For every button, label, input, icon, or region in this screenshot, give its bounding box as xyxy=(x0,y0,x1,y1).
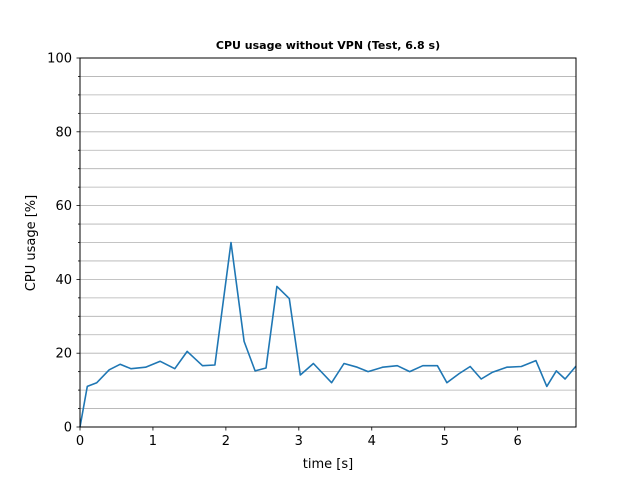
x-tick-label: 3 xyxy=(295,434,303,449)
y-axis: 0 20 40 60 80 100 xyxy=(47,52,80,436)
y-tick-label: 60 xyxy=(55,199,72,214)
x-tick-label: 1 xyxy=(149,434,157,449)
y-tick-label: 80 xyxy=(55,125,72,140)
x-tick-label: 0 xyxy=(76,434,84,449)
y-axis-label: CPU usage [%] xyxy=(24,195,39,291)
y-tick-label: 0 xyxy=(64,421,72,436)
series-line xyxy=(79,241,577,428)
plot-area xyxy=(79,241,577,428)
y-tick-label: 20 xyxy=(55,347,72,362)
x-tick-label: 5 xyxy=(441,434,449,449)
x-tick-label: 6 xyxy=(514,434,522,449)
x-axis-label: time [s] xyxy=(303,457,353,472)
chart-title: CPU usage without VPN (Test, 6.8 s) xyxy=(216,39,440,52)
y-tick-label: 100 xyxy=(47,52,72,67)
x-axis: 0 1 2 3 4 5 6 xyxy=(76,427,522,449)
x-tick-label: 4 xyxy=(368,434,376,449)
grid xyxy=(80,57,576,428)
y-tick-label: 40 xyxy=(55,273,72,288)
x-tick-label: 2 xyxy=(222,434,230,449)
